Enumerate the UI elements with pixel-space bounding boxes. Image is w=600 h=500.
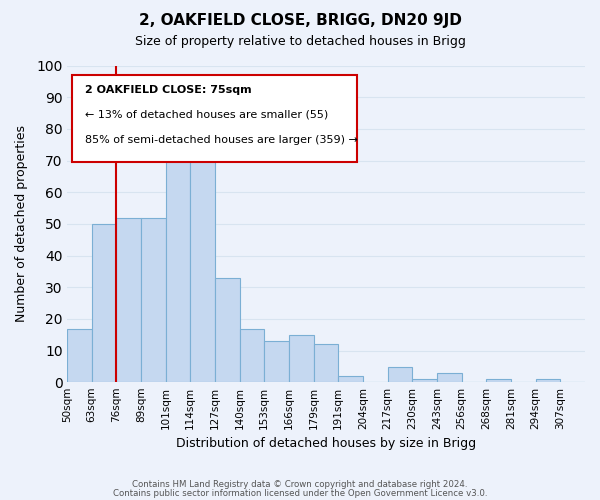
Bar: [215, 278, 239, 382]
Text: Contains HM Land Registry data © Crown copyright and database right 2024.: Contains HM Land Registry data © Crown c…: [132, 480, 468, 489]
Text: 2, OAKFIELD CLOSE, BRIGG, DN20 9JD: 2, OAKFIELD CLOSE, BRIGG, DN20 9JD: [139, 12, 461, 28]
Bar: [314, 344, 338, 383]
Text: 85% of semi-detached houses are larger (359) →: 85% of semi-detached houses are larger (…: [85, 135, 358, 145]
Bar: [338, 376, 363, 382]
Bar: [536, 379, 560, 382]
Bar: [487, 379, 511, 382]
Text: Contains public sector information licensed under the Open Government Licence v3: Contains public sector information licen…: [113, 488, 487, 498]
Bar: [166, 138, 190, 382]
Bar: [264, 341, 289, 382]
Bar: [388, 366, 412, 382]
FancyBboxPatch shape: [72, 75, 357, 162]
Bar: [412, 379, 437, 382]
Bar: [437, 373, 461, 382]
X-axis label: Distribution of detached houses by size in Brigg: Distribution of detached houses by size …: [176, 437, 476, 450]
Bar: [67, 328, 92, 382]
Bar: [92, 224, 116, 382]
Bar: [239, 328, 264, 382]
Bar: [141, 218, 166, 382]
Bar: [289, 335, 314, 382]
Bar: [116, 218, 141, 382]
Text: Size of property relative to detached houses in Brigg: Size of property relative to detached ho…: [134, 35, 466, 48]
Text: 2 OAKFIELD CLOSE: 75sqm: 2 OAKFIELD CLOSE: 75sqm: [85, 84, 251, 94]
Bar: [190, 160, 215, 382]
Y-axis label: Number of detached properties: Number of detached properties: [15, 126, 28, 322]
Text: ← 13% of detached houses are smaller (55): ← 13% of detached houses are smaller (55…: [85, 110, 328, 120]
